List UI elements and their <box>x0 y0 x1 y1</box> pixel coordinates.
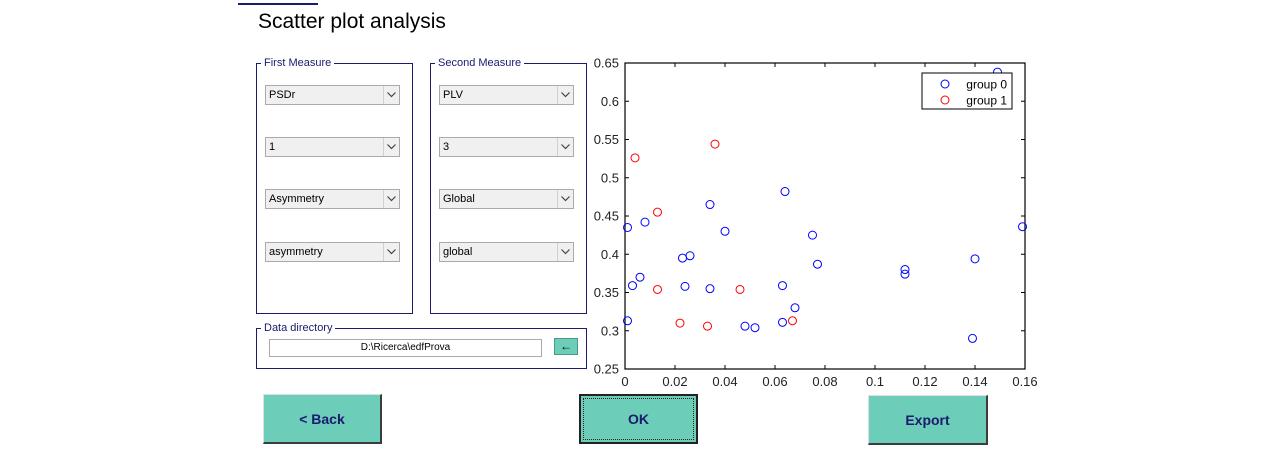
x-tick-label: 0.12 <box>912 374 937 389</box>
chevron-down-icon[interactable] <box>557 138 573 156</box>
first-measure-select-3[interactable]: Asymmetry <box>265 189 400 209</box>
chevron-down-icon[interactable] <box>383 190 399 208</box>
page-title: Scatter plot analysis <box>258 10 446 33</box>
select-value: asymmetry <box>269 246 323 258</box>
data-point-group-0 <box>623 222 632 232</box>
data-point-group-1 <box>630 153 640 163</box>
data-point-group-0 <box>968 333 977 343</box>
chevron-down-icon[interactable] <box>383 243 399 261</box>
data-point-group-0 <box>705 284 715 294</box>
select-value: global <box>443 246 473 258</box>
first-measure-panel: First Measure <box>256 57 413 314</box>
data-point-group-0 <box>740 321 750 331</box>
x-tick-label: 0.08 <box>812 374 837 389</box>
x-tick-label: 0.14 <box>962 374 987 389</box>
second-measure-panel: Second Measure <box>430 57 587 314</box>
y-tick-label: 0.35 <box>594 285 619 300</box>
data-point-group-1 <box>735 284 745 294</box>
ok-button[interactable]: OK <box>579 394 698 444</box>
data-point-group-0 <box>790 303 800 313</box>
data-point-group-0 <box>635 272 645 282</box>
x-tick-label: 0 <box>621 374 628 389</box>
legend-label-group-0: group 0 <box>966 78 1007 92</box>
select-value: PSDr <box>269 89 296 101</box>
y-tick-label: 0.5 <box>601 170 619 185</box>
x-tick-label: 0.1 <box>866 374 884 389</box>
data-point-group-1 <box>710 139 720 149</box>
first-measure-label: First Measure <box>261 57 335 69</box>
legend <box>921 72 1013 110</box>
chevron-down-icon[interactable] <box>383 138 399 156</box>
data-point-group-1 <box>653 207 662 217</box>
data-directory-path-field[interactable]: D:\Ricerca\edfProva <box>269 339 542 357</box>
data-point-group-0 <box>1018 222 1027 232</box>
y-tick-label: 0.4 <box>601 247 619 262</box>
plot-area <box>624 62 1026 370</box>
data-directory-panel: Data directory <box>256 322 587 369</box>
back-button[interactable]: < Back <box>263 394 382 444</box>
browse-directory-button[interactable]: ← <box>554 338 578 355</box>
y-tick-label: 0.3 <box>601 323 619 338</box>
first-measure-select-4[interactable]: asymmetry <box>265 242 400 262</box>
chevron-down-icon[interactable] <box>557 190 573 208</box>
legend-marker-group-1 <box>940 95 950 105</box>
export-button[interactable]: Export <box>868 395 988 445</box>
data-point-group-0 <box>623 316 632 326</box>
data-point-group-0 <box>705 200 715 210</box>
first-measure-select-2[interactable]: 1 <box>265 137 400 157</box>
second-measure-select-3[interactable]: Global <box>439 189 574 209</box>
data-point-group-0 <box>900 269 910 279</box>
data-point-group-0 <box>750 323 760 333</box>
data-point-group-0 <box>970 254 980 264</box>
y-tick-label: 0.6 <box>601 94 619 109</box>
select-value: Global <box>443 193 475 205</box>
x-tick-label: 0.06 <box>762 374 787 389</box>
x-tick-label: 0.02 <box>662 374 687 389</box>
data-point-group-1 <box>653 284 662 294</box>
data-point-group-1 <box>788 316 797 326</box>
top-accent-line <box>238 3 318 5</box>
y-tick-label: 0.55 <box>594 132 619 147</box>
select-value: PLV <box>443 89 463 101</box>
y-tick-label: 0.25 <box>594 362 619 377</box>
data-point-group-0 <box>808 230 817 240</box>
scatter-plot: 0 0.02 0.04 0.06 0.08 0.1 0.12 0.14 0.16 0.25 0.3 0… <box>594 56 1038 390</box>
y-tick-label: 0.65 <box>594 56 619 71</box>
data-point-group-0 <box>778 317 787 327</box>
select-value: 1 <box>269 141 276 153</box>
data-point-group-0 <box>813 259 822 269</box>
data-point-group-1 <box>703 321 712 331</box>
x-tick-label: 0.04 <box>712 374 737 389</box>
select-value: Asymmetry <box>269 193 324 205</box>
second-measure-label: Second Measure <box>435 57 525 69</box>
legend-marker-group-0 <box>940 79 950 89</box>
data-point-group-0 <box>780 187 790 197</box>
data-point-group-0 <box>900 265 910 275</box>
y-tick-label: 0.45 <box>594 209 619 224</box>
data-point-group-0 <box>720 226 730 236</box>
first-measure-select-1[interactable]: PSDr <box>265 85 400 105</box>
second-measure-select-2[interactable]: 3 <box>439 137 574 157</box>
data-point-group-0 <box>685 251 695 261</box>
data-point-group-0 <box>778 281 787 291</box>
data-point-group-1 <box>675 318 685 328</box>
chevron-down-icon[interactable] <box>557 86 573 104</box>
legend-label-group-1: group 1 <box>966 94 1007 108</box>
data-point-group-0 <box>640 217 650 227</box>
second-measure-select-1[interactable]: PLV <box>439 85 574 105</box>
select-value: 3 <box>443 141 450 153</box>
data-directory-label: Data directory <box>261 322 336 334</box>
data-point-group-0 <box>628 281 637 291</box>
second-measure-select-4[interactable]: global <box>439 242 574 262</box>
chevron-down-icon[interactable] <box>383 86 399 104</box>
chevron-down-icon[interactable] <box>557 243 573 261</box>
data-point-group-0 <box>680 281 690 291</box>
x-tick-label: 0.16 <box>1012 374 1037 389</box>
